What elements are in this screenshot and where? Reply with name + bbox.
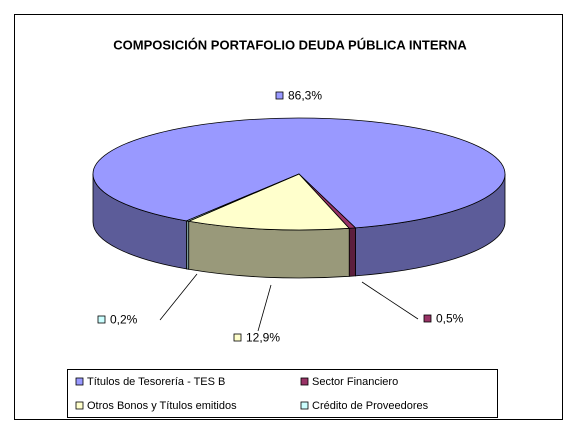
slice [187,173,351,231]
slice-side [348,227,356,277]
legend-swatch [75,401,84,410]
legend-swatch [300,377,309,386]
data-label: 12,9% [246,331,280,345]
leader-line [159,273,198,321]
leader-line [361,281,419,320]
slice-side [186,220,190,270]
data-labels: 86,3% 0,5% 12,9% 0,2% [97,89,464,345]
legend-swatch [300,401,309,410]
label-key [423,314,432,323]
legend-label: Otros Bonos y Títulos emitidos [87,400,237,412]
slice [92,117,506,229]
chart-title: COMPOSICIÓN PORTAFOLIO DEUDA PÚBLICA INT… [113,37,467,52]
data-label: 0,2% [110,313,138,327]
data-label: 86,3% [288,89,322,103]
label-key [275,91,284,100]
label-key [233,333,242,342]
label-key [97,315,106,324]
legend-label: Crédito de Proveedores [312,400,429,412]
slice [185,173,300,222]
pie [92,117,506,279]
legend-box [67,369,498,418]
leader-line [257,284,272,332]
legend-swatch [75,377,84,386]
legend-label: Títulos de Tesorería - TES B [87,376,225,388]
legend-label: Sector Financiero [312,376,398,388]
data-label: 0,5% [436,312,464,326]
legend: Títulos de Tesorería - TES B Sector Finan… [75,376,429,412]
